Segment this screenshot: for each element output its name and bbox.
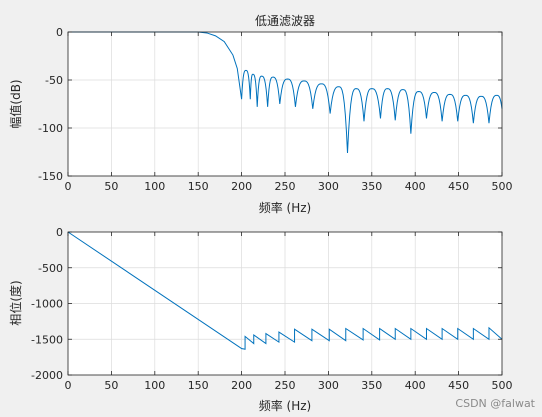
magnitude-xtick-label-5: 250 (275, 180, 296, 193)
magnitude-xtick-label-9: 450 (448, 180, 469, 193)
magnitude-ytick-label-2: -100 (38, 122, 63, 135)
magnitude-xtick-label-8: 400 (405, 180, 426, 193)
magnitude-xtick-label-3: 150 (188, 180, 209, 193)
magnitude-ticks: 0 50 100 150 200 250 300 350 400 450 500 0 -50 -100 -1… (38, 26, 512, 193)
phase-xlabel: 频率 (Hz) (259, 398, 312, 413)
phase-ticks: 0 50 100 150 200 250 300 350 400 450 500 0 -500 -1000… (31, 226, 512, 392)
phase-ytick-label-3: -1500 (31, 333, 63, 346)
phase-ytick-label-0: 0 (56, 226, 63, 239)
magnitude-line (68, 31, 503, 153)
magnitude-xtick-label-1: 50 (104, 180, 118, 193)
magnitude-xtick-label-7: 350 (361, 180, 382, 193)
phase-xtick-label-8: 400 (405, 379, 426, 392)
magnitude-ytick-label-0: 0 (56, 26, 63, 39)
magnitude-axes: 0 50 100 150 200 250 300 350 400 450 500 0 -50 -100 -1… (8, 14, 513, 215)
phase-ytick-label-4: -2000 (31, 369, 63, 382)
magnitude-xtick-label-0: 0 (65, 180, 72, 193)
phase-xtick-label-6: 300 (318, 379, 339, 392)
magnitude-series-line (68, 31, 503, 153)
phase-axes: 0 50 100 150 200 250 300 350 400 450 500 0 -500 -1000… (8, 226, 513, 413)
magnitude-ytick-label-1: -50 (45, 74, 63, 87)
phase-xtick-label-0: 0 (65, 379, 72, 392)
phase-ytick-label-1: -500 (38, 262, 63, 275)
phase-line (67, 231, 503, 350)
magnitude-xtick-label-10: 500 (492, 180, 513, 193)
phase-xtick-label-10: 500 (492, 379, 513, 392)
phase-xtick-label-3: 150 (188, 379, 209, 392)
phase-xtick-label-9: 450 (448, 379, 469, 392)
phase-xtick-label-1: 50 (104, 379, 118, 392)
magnitude-title: 低通滤波器 (255, 14, 315, 28)
magnitude-xtick-label-2: 100 (144, 180, 165, 193)
phase-xtick-label-7: 350 (361, 379, 382, 392)
phase-series-line (67, 231, 503, 350)
phase-xtick-label-5: 250 (275, 379, 296, 392)
magnitude-xtick-label-4: 200 (231, 180, 252, 193)
magnitude-ytick-label-3: -150 (38, 170, 63, 183)
watermark: CSDN @falwat (455, 397, 535, 410)
magnitude-ylabel: 幅值(dB) (8, 79, 23, 128)
magnitude-xlabel: 频率 (Hz) (259, 200, 312, 215)
phase-ylabel: 相位(度) (8, 280, 23, 325)
phase-ytick-label-2: -1000 (31, 298, 63, 311)
phase-xtick-label-4: 200 (231, 379, 252, 392)
magnitude-xtick-label-6: 300 (318, 180, 339, 193)
phase-xtick-label-2: 100 (144, 379, 165, 392)
